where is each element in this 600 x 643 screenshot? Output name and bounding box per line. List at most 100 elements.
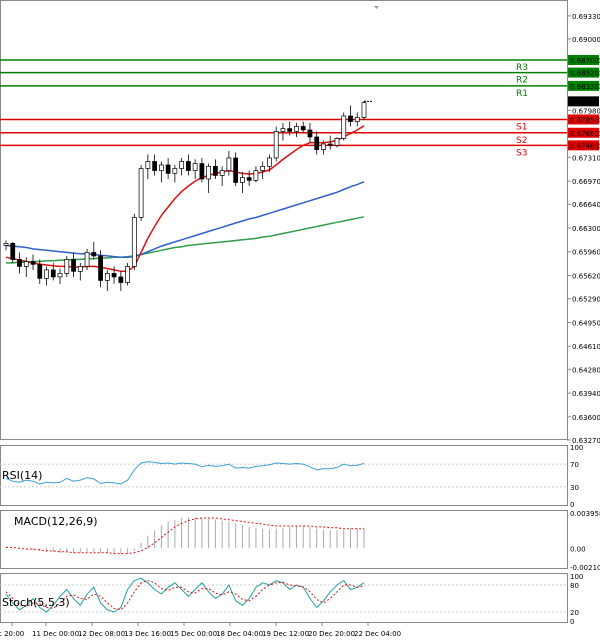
candle xyxy=(361,100,367,120)
candle xyxy=(57,268,63,284)
current-price-tag-text: 0.68109 xyxy=(570,98,599,106)
candle xyxy=(341,112,347,141)
price-tick-label: 0.65620 xyxy=(572,273,600,281)
candle xyxy=(199,157,205,183)
candle xyxy=(186,154,191,176)
candle xyxy=(253,166,259,183)
price-tick-label: 0.67980 xyxy=(572,107,600,115)
price-tick-label: 0.65290 xyxy=(572,296,600,304)
price-tick-label: 0.63600 xyxy=(572,414,600,422)
level-tag-text: 0.68520 xyxy=(570,70,599,78)
candle xyxy=(118,271,124,291)
rsi-tick-label: 0 xyxy=(570,501,574,509)
level-label-r1: R1 xyxy=(516,89,528,99)
ma-green-line xyxy=(6,216,365,264)
time-tick-label: 18 Dec 04:00 xyxy=(216,630,263,638)
price-tick-label: 0.66640 xyxy=(572,201,600,209)
rsi-line xyxy=(5,461,365,485)
rsi-panel: 100 70 30 0 xyxy=(0,444,583,509)
candle xyxy=(10,241,16,263)
time-tick-label: 13 Dec 16:00 xyxy=(124,630,171,638)
candle xyxy=(172,164,178,183)
macd-signal-line xyxy=(6,517,364,555)
rsi-label: RSI(14) xyxy=(2,469,42,482)
candle xyxy=(226,150,232,176)
candle xyxy=(348,105,353,127)
level-label-s3: S3 xyxy=(516,148,527,158)
candle xyxy=(98,250,103,288)
level-label-s1: S1 xyxy=(516,122,527,132)
macd-tick-label: -0.002104 xyxy=(570,564,600,572)
price-tick-label: 0.66300 xyxy=(572,225,600,233)
stoch-k-line xyxy=(5,577,365,613)
candle xyxy=(307,122,313,143)
ma-blue-line xyxy=(5,181,365,259)
macd-panel-frame xyxy=(0,510,568,569)
stoch-d-line xyxy=(5,579,365,611)
macd-tick-label: 0.00 xyxy=(570,545,586,553)
candle xyxy=(179,157,184,176)
level-tag-text: 0.67660 xyxy=(570,130,599,138)
time-tick-label: 19 Dec 12:00 xyxy=(262,630,309,638)
time-tick-label: 22 Dec 04:00 xyxy=(354,630,401,638)
candle xyxy=(50,262,56,281)
candle xyxy=(138,164,144,221)
candle xyxy=(152,154,157,176)
candle xyxy=(354,112,360,127)
candle xyxy=(111,266,117,284)
level-tag-text: 0.68700 xyxy=(570,57,599,65)
level-label-s2: S2 xyxy=(516,136,527,146)
stoch-label: Stoch(5,5,3) xyxy=(2,596,70,609)
stoch-tick-label: 100 xyxy=(570,573,583,581)
candle xyxy=(131,213,137,270)
candle xyxy=(206,163,212,193)
candle xyxy=(314,131,320,155)
candle xyxy=(334,136,340,148)
level-label-r2: R2 xyxy=(516,76,528,86)
candle xyxy=(280,122,286,141)
candle xyxy=(3,240,9,251)
level-tag-s1 xyxy=(568,114,599,125)
price-panel-frame xyxy=(0,0,568,440)
candle xyxy=(260,161,266,179)
candle xyxy=(125,262,130,286)
price-tick-label: 0.63270 xyxy=(572,437,600,445)
candle xyxy=(17,252,22,274)
macd-tick-label: 0.003958 xyxy=(570,510,600,518)
stoch-tick-label: 20 xyxy=(570,609,579,617)
candle xyxy=(192,159,198,179)
candle xyxy=(321,140,326,155)
candle xyxy=(246,170,252,186)
scroll-marker-icon xyxy=(374,6,379,9)
rsi-tick-label: 70 xyxy=(570,461,579,469)
macd-panel: 0.003958 0.00 -0.002104 xyxy=(5,510,600,572)
level-tag-text: 0.68330 xyxy=(570,83,599,91)
time-tick-label: 15 Dec 00:00 xyxy=(170,630,217,638)
candlesticks xyxy=(3,100,367,291)
candle xyxy=(71,252,76,277)
price-tick-label: 0.67310 xyxy=(572,154,600,162)
candle xyxy=(327,135,333,150)
candle xyxy=(213,159,218,179)
candle xyxy=(240,171,245,193)
stoch-panel-frame xyxy=(0,573,568,623)
candle xyxy=(267,154,272,172)
candle xyxy=(233,152,239,186)
level-tag-r2 xyxy=(568,67,599,78)
current-price-tag xyxy=(568,96,599,107)
candle xyxy=(158,161,164,183)
candle xyxy=(219,166,225,186)
candle xyxy=(104,269,110,291)
candle xyxy=(294,122,299,137)
time-tick-label: 11 Dec 00:00 xyxy=(32,630,79,638)
ma-red-line xyxy=(5,125,365,273)
price-axis: 0.69330 0.69000 0.68700 0.68520 0.68330 0.679… xyxy=(567,13,600,445)
rsi-tick-label: 100 xyxy=(570,444,583,452)
level-price-tags: 0.68700 0.68520 0.68330 0.67850 0.67660 0.674… xyxy=(364,54,599,151)
price-tick-label: 0.66970 xyxy=(572,178,600,186)
price-tick-label: 0.64280 xyxy=(572,366,600,374)
candle xyxy=(273,126,279,162)
